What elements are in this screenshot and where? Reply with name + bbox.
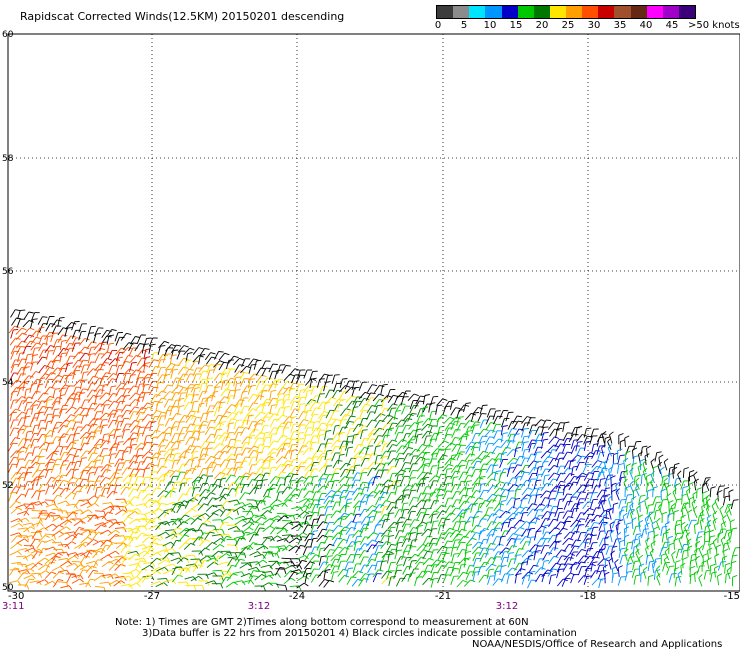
time-labels: 3:11 3:12 3:12 [2,601,518,612]
latitude-labels: 60 58 56 54 52 50 [2,30,14,593]
latitude-label: 54 [2,378,14,388]
longitude-label: -27 [144,591,160,602]
longitude-label: -15 [724,591,740,602]
colorbar-segment [582,6,599,18]
note-line-2: 3)Data buffer is 22 hrs from 20150201 4)… [142,628,577,639]
colorbar-segment [566,6,583,18]
colorbar-segment [533,6,550,18]
latitude-label: 50 [2,583,14,593]
time-label: 3:11 [2,601,24,612]
longitude-label: -18 [580,591,596,602]
time-label: 3:12 [496,601,518,612]
colorbar-segment [469,6,486,18]
longitude-label: -21 [435,591,451,602]
latitude-label: 58 [2,154,14,164]
wind-barbs-layer [8,309,740,593]
colorbar-tick-label: 15 [509,20,523,31]
map-frame [7,33,740,592]
longitude-label: -24 [289,591,305,602]
colorbar-segment [437,6,454,18]
colorbar-segment [598,6,615,18]
plot-title: Rapidscat Corrected Winds(12.5KM) 201502… [20,10,345,23]
colorbar-tick-label: 10 [483,20,497,31]
colorbar-segment [517,6,534,18]
colorbar-tick-label: 5 [460,20,468,31]
colorbar-segment [501,6,518,18]
colorbar-segment [485,6,502,18]
latitude-label: 56 [2,267,14,277]
latitude-label: 60 [2,30,14,40]
colorbar-segment [549,6,566,18]
credit-line: NOAA/NESDIS/Office of Research and Appli… [472,639,723,650]
time-label: 3:12 [248,601,270,612]
colorbar-segment [662,6,679,18]
colorbar-unit-label: >50 knots [688,20,740,31]
colorbar-tick-label: 20 [535,20,549,31]
graticule-grid [8,34,740,591]
colorbar-segment [678,6,695,18]
longitude-labels: -30 -27 -24 -21 -18 -15 [8,591,740,602]
latitude-label: 52 [2,481,13,491]
colorbar-tick-label: 45 [665,20,679,31]
colorbar-segment [614,6,631,18]
colorbar-tick-label: 30 [587,20,601,31]
colorbar-tick-label: 0 [434,20,442,31]
colorbar-tick-label: 25 [561,20,575,31]
colorbar-tick-label: 35 [613,20,627,31]
note-line-1: Note: 1) Times are GMT 2)Times along bot… [115,617,529,628]
wind-speed-colorbar [436,5,696,19]
colorbar-segment [453,6,470,18]
colorbar-segment [646,6,663,18]
colorbar-segment [630,6,647,18]
longitude-label: -30 [8,591,24,602]
colorbar-tick-label: 40 [639,20,653,31]
